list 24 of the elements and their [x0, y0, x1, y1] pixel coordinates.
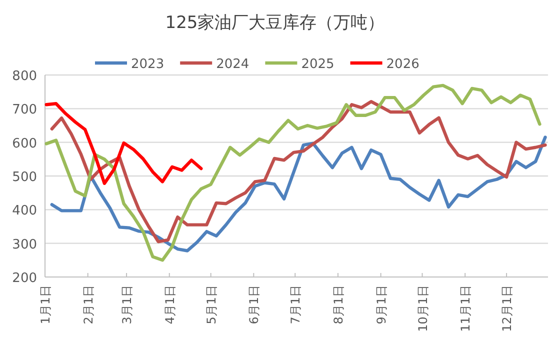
- legend-label: 2025: [301, 57, 334, 72]
- y-tick-label: 500: [12, 170, 37, 185]
- chart-title: 125家油厂大豆库存（万吨）: [165, 13, 385, 33]
- x-tick-label: 1月1日: [38, 285, 52, 324]
- x-tick-label: 9月1日: [374, 285, 388, 324]
- y-tick-label: 200: [12, 271, 37, 286]
- x-tick-label: 8月1日: [331, 285, 346, 324]
- x-tick-label: 3月1日: [120, 285, 134, 324]
- x-tick-label: 7月1日: [288, 285, 303, 324]
- x-tick-label: 2月1日: [81, 285, 96, 324]
- x-tick-label: 5月1日: [204, 285, 218, 324]
- y-tick-label: 700: [12, 102, 37, 118]
- x-tick-label: 10月1日: [416, 285, 430, 332]
- x-tick-label: 11月1日: [458, 285, 473, 332]
- y-tick-label: 400: [12, 204, 37, 219]
- legend-label: 2024: [216, 57, 250, 72]
- y-tick-label: 300: [12, 237, 37, 252]
- y-tick-label: 800: [12, 69, 37, 84]
- x-tick-label: 12月1日: [500, 285, 514, 332]
- legend-label: 2026: [386, 57, 420, 72]
- y-tick-label: 600: [12, 136, 37, 152]
- x-tick-label: 6月1日: [247, 285, 262, 324]
- x-tick-label: 4月1日: [162, 285, 177, 324]
- legend-label: 2023: [131, 57, 164, 72]
